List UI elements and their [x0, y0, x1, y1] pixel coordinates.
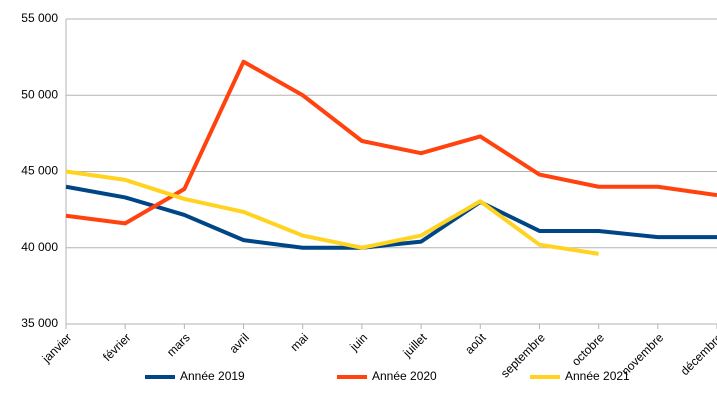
x-tick-label: mai: [288, 330, 312, 354]
x-tick-label: mars: [164, 330, 193, 359]
x-tick-label: juillet: [400, 330, 430, 360]
y-tick-label: 55 000: [21, 11, 58, 25]
series-line: [65, 184, 717, 250]
x-tick-label: octobre: [569, 330, 607, 368]
x-tick-label: février: [100, 330, 133, 363]
x-tick-label: septembre: [498, 330, 548, 380]
x-tick-label: janvier: [39, 330, 75, 366]
x-tick-label: avril: [226, 330, 251, 355]
series-line: [65, 59, 717, 226]
series-line: [65, 169, 599, 256]
x-tick-label: août: [462, 330, 489, 357]
legend-label: Année 2021: [565, 369, 630, 383]
y-tick-label: 45 000: [21, 164, 58, 178]
x-tick-label: décembre: [678, 330, 717, 378]
x-tick-label: juin: [346, 330, 370, 354]
y-tick-label: 50 000: [21, 87, 58, 101]
legend-label: Année 2020: [372, 369, 437, 383]
legend-label: Année 2019: [180, 369, 245, 383]
y-tick-label: 40 000: [21, 240, 58, 254]
y-tick-label: 35 000: [21, 316, 58, 330]
